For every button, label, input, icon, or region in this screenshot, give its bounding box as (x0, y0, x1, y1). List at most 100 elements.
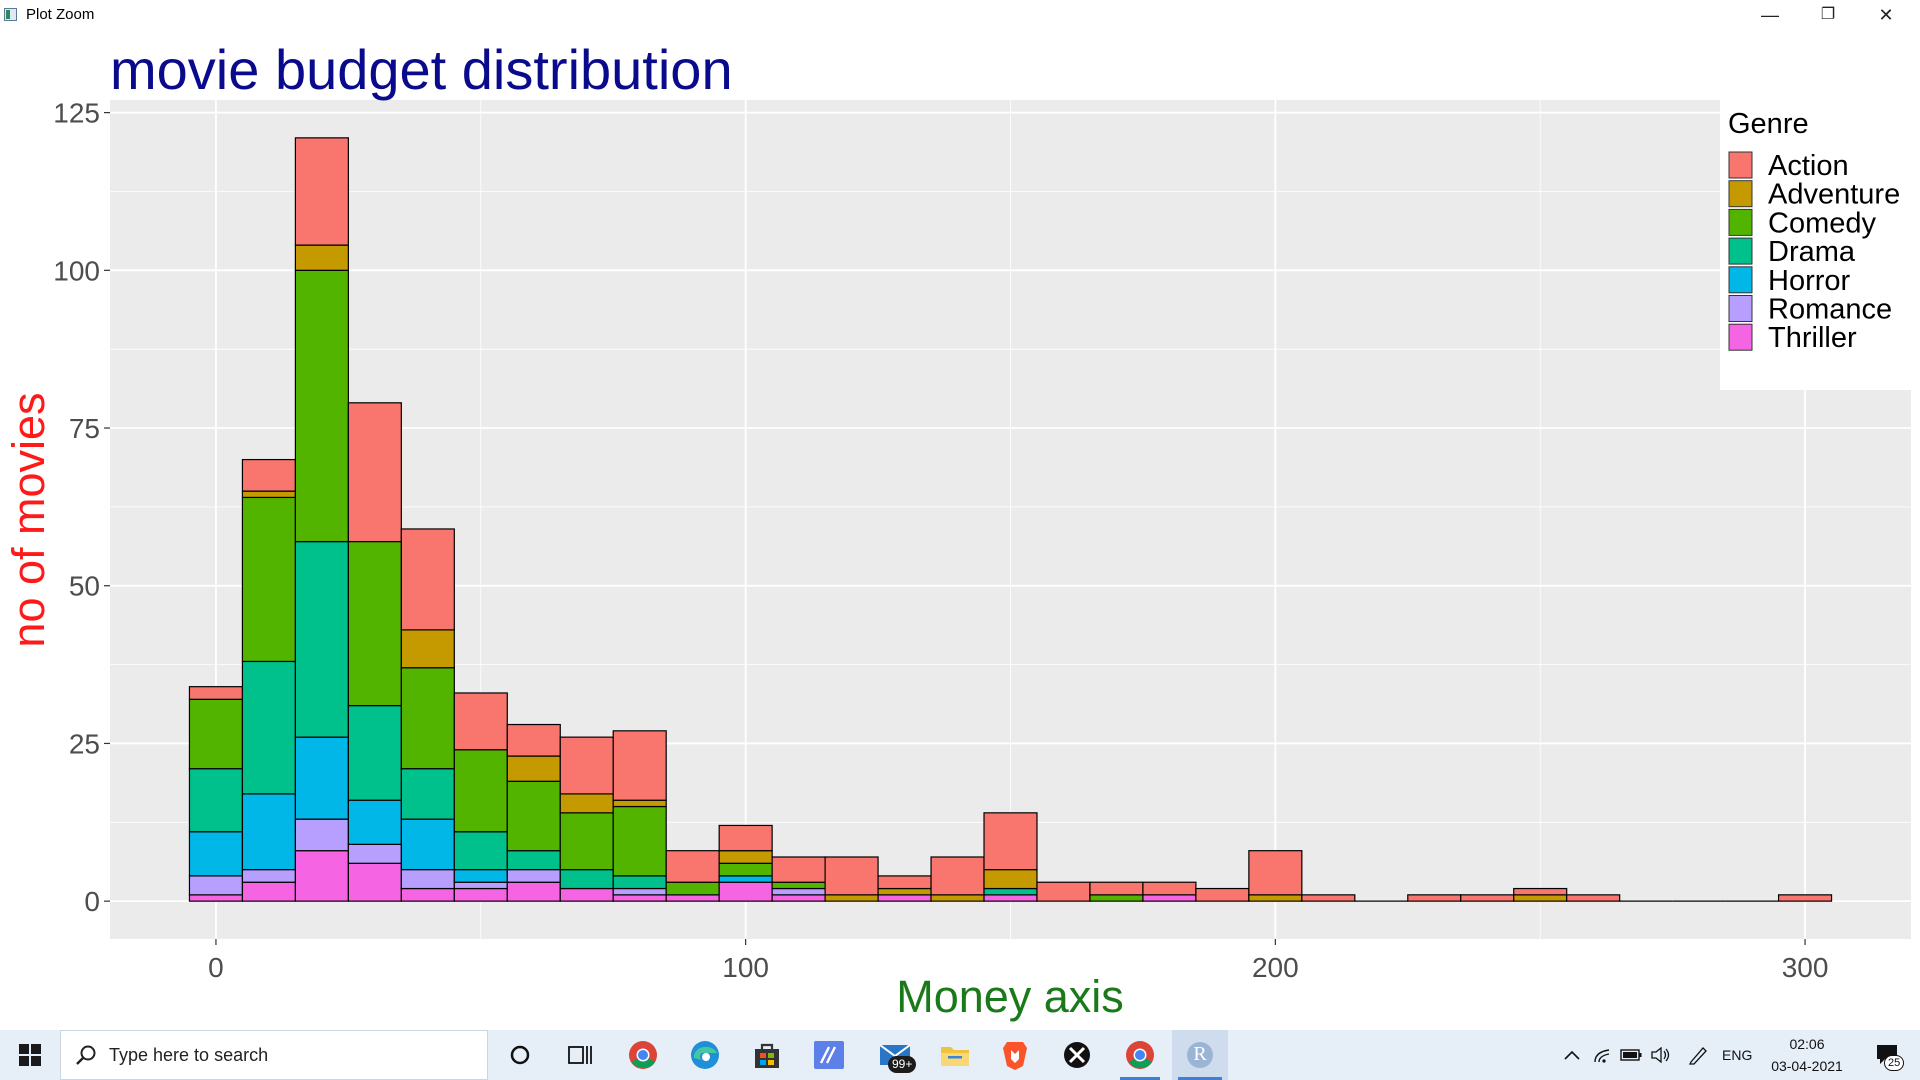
bar-adventure-bin-200 (1248, 894, 1303, 902)
bar-romance-bin-10 (241, 869, 296, 883)
legend-key-romance (1728, 295, 1753, 322)
legend-key-comedy (1728, 208, 1753, 236)
action-center-button[interactable]: 25 (1862, 1030, 1914, 1080)
r-app-icon (1187, 1042, 1213, 1068)
legend-label-adventure: Adventure (1768, 179, 1900, 211)
legend-label-drama: Drama (1768, 236, 1856, 268)
bar-action-bin-20 (294, 137, 349, 246)
speaker-icon (1651, 1047, 1670, 1063)
notification-count-badge: 25 (1884, 1055, 1905, 1071)
bar-action-bin-170 (1089, 881, 1144, 896)
tray-network[interactable] (1590, 1030, 1614, 1080)
windows-logo-icon (19, 1044, 41, 1066)
y-tick-label: 25 (69, 728, 100, 759)
chrome-icon (629, 1041, 657, 1069)
bar-horror-bin-30 (347, 799, 402, 845)
bar-thriller-bin-110 (771, 894, 826, 902)
taskbar-powerautomate[interactable] (804, 1030, 854, 1080)
taskbar-edge[interactable] (680, 1030, 730, 1080)
bar-thriller-bin-60 (506, 881, 561, 902)
bar-thriller-bin-130 (877, 894, 932, 902)
bar-action-bin-80 (612, 730, 667, 801)
axis-ticks: 0 25 50 75 100 125 0 100 200 300 (53, 98, 1828, 983)
bar-comedy-bin-110 (771, 881, 826, 890)
taskbar-file-explorer[interactable] (930, 1030, 980, 1080)
wifi-icon (1594, 1049, 1610, 1063)
tray-language[interactable]: ENG (1722, 1047, 1753, 1063)
y-tick-label: 0 (84, 886, 100, 917)
legend: Genre ActionAdventureComedyDramaHorrorRo… (1720, 100, 1912, 390)
task-view-button[interactable] (556, 1030, 604, 1080)
bar-action-bin-190 (1195, 887, 1250, 902)
bar-comedy-bin-30 (347, 540, 402, 707)
legend-label-romance: Romance (1768, 294, 1892, 326)
bar-action-bin-110 (771, 856, 826, 883)
start-button[interactable] (0, 1030, 60, 1080)
bar-thriller-bin-150 (983, 894, 1038, 902)
bar-comedy-bin-90 (665, 881, 720, 896)
x-axis-title: Money axis (896, 971, 1124, 1022)
edge-icon (691, 1041, 719, 1069)
bar-romance-bin-30 (347, 843, 402, 864)
bar-action-bin-70 (559, 736, 614, 795)
bar-action-bin-40 (400, 528, 455, 631)
bar-romance-bin-40 (400, 869, 455, 890)
brave-lion-icon (1003, 1042, 1027, 1070)
x-tick-label: 0 (208, 952, 224, 983)
tray-volume[interactable] (1648, 1030, 1674, 1080)
legend-label-comedy: Comedy (1768, 207, 1876, 239)
legend-label-thriller: Thriller (1768, 322, 1857, 354)
bar-adventure-bin-10 (241, 490, 296, 499)
cortana-button[interactable] (496, 1030, 544, 1080)
tray-battery[interactable] (1618, 1030, 1644, 1080)
taskbar-brave[interactable] (990, 1030, 1040, 1080)
bar-action-bin-180 (1142, 881, 1197, 896)
bar-drama-bin-60 (506, 850, 561, 871)
bar-adventure-bin-120 (824, 894, 879, 902)
bar-comedy-bin-60 (506, 780, 561, 852)
bar-action-bin-30 (347, 402, 402, 543)
taskbar-chrome-pinned[interactable] (618, 1030, 668, 1080)
bar-thriller-bin-90 (665, 894, 720, 902)
bar-action-bin-100 (718, 824, 773, 852)
chevron-up-icon (1564, 1050, 1580, 1060)
x-tick-label: 100 (722, 952, 769, 983)
bar-adventure-bin-40 (400, 629, 455, 669)
taskbar-mail[interactable]: 99+ (866, 1030, 926, 1080)
taskbar-xbox[interactable] (1052, 1030, 1102, 1080)
bar-comedy-bin-170 (1089, 894, 1144, 902)
bar-action-bin-0 (188, 686, 244, 700)
bar-thriller-bin-40 (400, 887, 455, 902)
battery-icon (1620, 1049, 1642, 1061)
bar-horror-bin-40 (400, 818, 455, 871)
taskbar-chrome-open[interactable] (1114, 1030, 1166, 1080)
x-tick-label: 200 (1252, 952, 1299, 983)
bar-comedy-bin-80 (612, 805, 667, 877)
tray-pen[interactable] (1684, 1030, 1712, 1080)
restore-button[interactable]: ❐ (1820, 6, 1836, 23)
minimize-button[interactable]: — (1761, 5, 1779, 25)
bar-action-bin-300 (1777, 894, 1833, 902)
taskbar-search-box[interactable]: Type here to search (60, 1030, 488, 1080)
legend-key-drama (1728, 237, 1753, 265)
bar-thriller-bin-80 (612, 894, 667, 902)
close-button[interactable]: ✕ (1878, 5, 1894, 25)
bar-thriller-bin-30 (347, 862, 402, 902)
bar-action-bin-230 (1407, 894, 1462, 902)
bar-action-bin-200 (1248, 850, 1303, 896)
legend-items: ActionAdventureComedyDramaHorrorRomanceT… (1728, 150, 1900, 354)
taskbar-r-active[interactable]: R (1172, 1030, 1228, 1080)
task-view-icon (568, 1046, 592, 1064)
tray-show-hidden[interactable] (1560, 1030, 1584, 1080)
tray-clock[interactable]: 02:06 03-04-2021 (1762, 1033, 1852, 1077)
bar-action-bin-150 (983, 812, 1038, 871)
legend-label-horror: Horror (1768, 265, 1851, 297)
bar-comedy-bin-100 (718, 862, 773, 877)
legend-key-adventure (1728, 180, 1753, 208)
taskbar-store[interactable] (742, 1030, 792, 1080)
legend-key-horror (1728, 266, 1753, 294)
bar-thriller-bin-10 (241, 881, 296, 902)
store-bag-icon (755, 1043, 779, 1068)
chrome-active-indicator (1120, 1077, 1160, 1080)
bar-horror-bin-50 (453, 869, 508, 883)
